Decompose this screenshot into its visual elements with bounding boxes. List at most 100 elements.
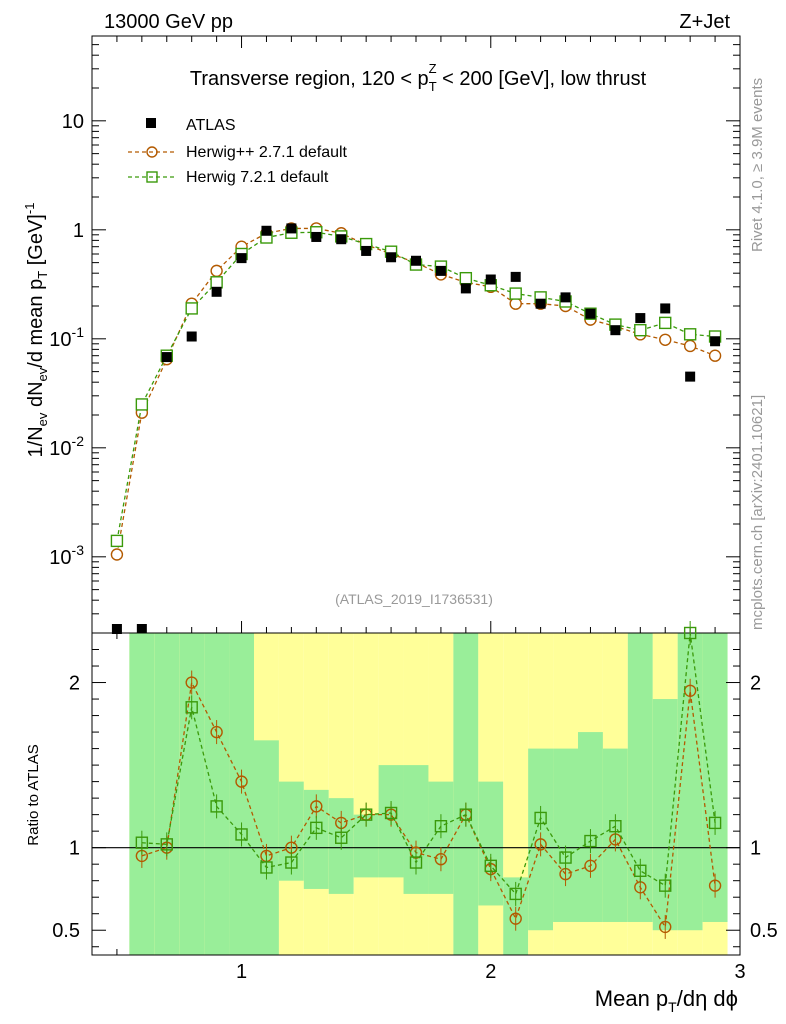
ratio-line-0 [141, 680, 716, 929]
herwigpp-point [708, 349, 722, 362]
main-panel: 10-3 10-2 10-1 1 10 [49, 35, 741, 955]
ratio-point-herwig7 [683, 626, 697, 640]
ratio-point-herwig7 [310, 821, 323, 835]
ratio-point-herwigpp [708, 879, 722, 892]
herwig7-point [110, 534, 124, 548]
legend: ATLAS Herwig++ 2.7.1 default Herwig 7.2.… [128, 117, 348, 186]
y-tick-label: 10-1 [49, 324, 84, 351]
ratio-point-herwig7 [484, 859, 497, 873]
atlas-point [161, 352, 172, 363]
ratio-band-green [578, 732, 603, 922]
herwig7-point [210, 276, 223, 289]
ratio-y-tick-label: 2 [69, 673, 80, 695]
ratio-line-1 [141, 632, 716, 896]
ratio-point-herwig7 [534, 811, 547, 825]
ratio-point-herwig7 [584, 834, 597, 848]
herwig7-point [683, 328, 697, 341]
side-label-top: Rivet 4.1.0, ≥ 3.9M events [749, 78, 766, 252]
ratio-panel: 1 2 30.5 0.51 12 2 [52, 621, 778, 983]
atlas-point [560, 292, 571, 303]
ratio-frame [91, 632, 741, 956]
main-title: Transverse region, 120 < pTZ < 200 [GeV]… [190, 61, 647, 94]
ratio-point-herwig7 [559, 851, 572, 864]
herwig7-point [459, 271, 473, 285]
ratio-point-herwigpp [434, 853, 448, 866]
atlas-point [610, 325, 621, 336]
atlas-point [311, 231, 322, 242]
atlas-point [660, 303, 671, 314]
atlas-point [460, 283, 471, 294]
series-line-1 [116, 231, 716, 542]
ratio-point-herwig7 [634, 864, 647, 877]
ratio-point-herwig7 [335, 831, 348, 844]
ratio-point-herwig7 [135, 836, 149, 849]
atlas-point [411, 255, 421, 266]
y-axis-label-main: 1/Nev dNev/d mean pT [GeV]-1 [22, 203, 50, 458]
ratio-band-green [204, 633, 230, 955]
ratio-y-tick-label: 1 [69, 838, 80, 860]
ratio-point-herwig7 [235, 828, 248, 841]
y-tick-label: 10 [62, 111, 84, 133]
herwigpp-point [683, 339, 697, 353]
ratio-band-green [553, 748, 578, 922]
ratio-point-herwigpp [185, 676, 198, 689]
atlas-point [510, 271, 521, 282]
herwig7-point [634, 323, 647, 337]
atlas-point [136, 624, 147, 634]
x-tick-label: 1 [236, 961, 247, 983]
atlas-point [685, 371, 696, 382]
atlas-point [236, 253, 247, 264]
ratio-band-green [403, 765, 429, 894]
legend-label-herwig7: Herwig 7.2.1 default [186, 169, 329, 186]
ratio-y-tick-label: 0.5 [52, 920, 80, 942]
ratio-point-herwig7 [434, 820, 448, 833]
ratio-band-green [478, 781, 504, 906]
herwigpp-point [110, 548, 124, 561]
header-left: 13000 GeV pp [104, 11, 233, 33]
y-tick-label: 10-2 [49, 433, 84, 460]
atlas-point [485, 274, 496, 285]
legend-label-herwigpp: Herwig++ 2.7.1 default [186, 144, 348, 161]
side-label-bottom: mcplots.cern.ch [arXiv:2401.10621] [749, 395, 766, 630]
atlas-point [710, 336, 721, 347]
herwig7-point [659, 316, 672, 330]
herwigpp-point [210, 264, 223, 278]
legend-marker-herwig7 [146, 171, 158, 183]
ratio-point-herwig7 [185, 701, 198, 714]
ratio-point-herwig7 [210, 800, 223, 813]
herwigpp-point [509, 297, 522, 310]
ratio-y-tick-label-right: 2 [750, 673, 761, 695]
ratio-band-green [677, 633, 703, 931]
series-line-0 [116, 227, 716, 555]
herwig7-point [509, 287, 522, 300]
ratio-point-herwigpp [235, 775, 248, 788]
ratio-point-herwig7 [509, 887, 522, 901]
y-axis-label-ratio: Ratio to ATLAS [25, 744, 42, 845]
ratio-band-green [129, 633, 155, 955]
ratio-point-herwigpp [210, 725, 223, 739]
ratio-point-herwigpp [683, 684, 697, 697]
atlas-point [386, 252, 397, 263]
herwig7-point [185, 302, 198, 315]
atlas-point [186, 331, 197, 342]
atlas-point [211, 286, 222, 297]
atlas-point [535, 298, 546, 309]
ratio-point-herwig7 [384, 806, 398, 820]
atlas-point [435, 265, 446, 276]
legend-label-atlas: ATLAS [186, 117, 236, 134]
legend-marker-herwigpp [146, 146, 158, 158]
ratio-point-herwig7 [459, 808, 473, 821]
ratio-point-herwig7 [708, 816, 722, 830]
x-tick-label: 2 [485, 961, 496, 983]
ratio-point-herwig7 [359, 808, 373, 821]
ratio-band-green [229, 633, 254, 955]
y-tick-label: 10-3 [49, 542, 84, 569]
atlas-point [286, 223, 297, 234]
ratio-point-herwig7 [260, 861, 273, 874]
atlas-point [635, 313, 646, 324]
atlas-point [585, 308, 596, 319]
analysis-label: (ATLAS_2019_I1736531) [335, 591, 493, 607]
atlas-point [336, 234, 347, 245]
ratio-point-herwig7 [285, 856, 298, 869]
